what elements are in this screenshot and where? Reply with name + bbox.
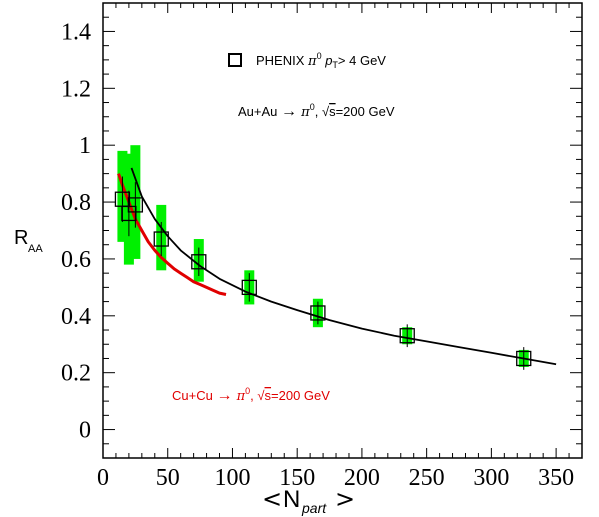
legend-label: PHENIX π0 pT> 4 GeV [256, 51, 386, 70]
y-tick-label: 0.8 [61, 190, 91, 216]
svg-text:<: < [262, 485, 282, 513]
data-point [127, 197, 144, 213]
y-tick-label: 0.2 [61, 361, 91, 387]
x-tick-label: 350 [538, 465, 574, 491]
x-tick-label: 100 [214, 465, 250, 491]
data-point [310, 305, 326, 321]
y-tick-label: 1.2 [61, 76, 91, 102]
x-axis-label: N [283, 486, 300, 513]
systematic-error-bands [117, 145, 529, 367]
x-tick-label: 300 [473, 465, 509, 491]
cucu-annotation: Cu+Cu → π0, √s=200 GeV [172, 386, 330, 404]
data-point [399, 328, 415, 344]
auau-annotation: Au+Au → π0, √s=200 GeV [238, 102, 395, 120]
x-tick-label: 150 [279, 465, 315, 491]
y-axis-title: R AA [14, 227, 43, 255]
data-point [241, 279, 257, 296]
data-point [516, 350, 532, 367]
y-tick-label: 1 [79, 133, 91, 159]
data-point [191, 254, 207, 270]
y-tick-label: 0.6 [61, 247, 91, 273]
x-axis-label-sub: part [301, 500, 327, 516]
axis-ticks [102, 2, 583, 459]
y-axis-label: R [14, 227, 28, 249]
cucu-curve [117, 173, 227, 296]
svg-text:>: > [335, 485, 355, 513]
x-tick-label: 0 [97, 465, 109, 491]
x-tick-label: 50 [156, 465, 180, 491]
y-axis-label-sub: AA [28, 243, 43, 255]
fit-curves [117, 167, 557, 366]
y-tick-label: 0 [79, 418, 91, 444]
legend-marker [228, 53, 242, 67]
y-tick-label: 1.4 [61, 19, 91, 45]
y-tick-label: 0.4 [61, 304, 91, 330]
data-points [114, 191, 532, 367]
auau-curve [130, 167, 557, 366]
tick-labels: 0 50 100 150 200 250 300 350 0 0.2 0.4 0.6 0.8 1 1.2 1.… [61, 19, 574, 491]
x-tick-label: 200 [344, 465, 380, 491]
data-point [153, 231, 169, 247]
x-tick-label: 250 [409, 465, 445, 491]
x-axis-title: < N part > [262, 485, 355, 516]
